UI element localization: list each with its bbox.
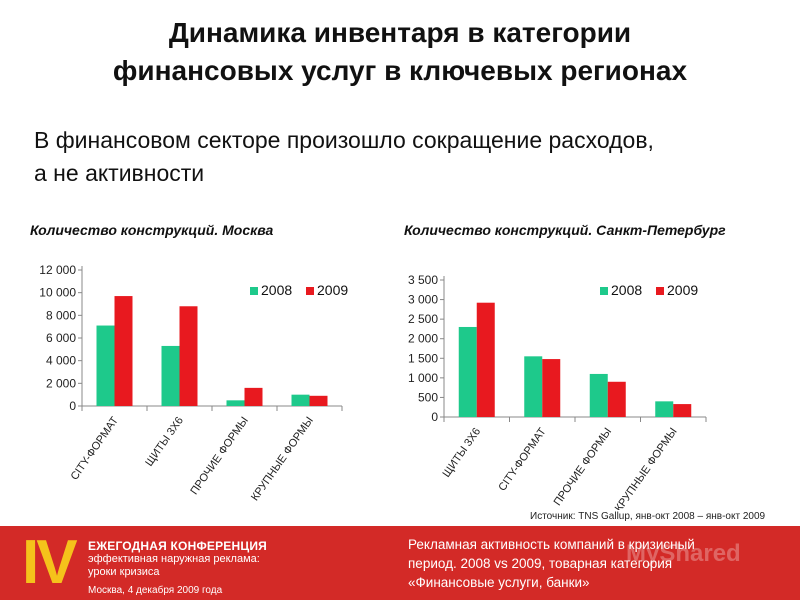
- footer-note-line1: Рекламная активность компаний в кризисны…: [408, 537, 695, 552]
- x-tick-label: ЩИТЫ 3Х6: [143, 415, 186, 469]
- x-tick-label: ПРОЧИЕ ФОРМЫ: [188, 415, 251, 497]
- x-tick-label: CITY-ФОРМАТ: [69, 415, 122, 483]
- y-tick-label: 4 000: [46, 354, 76, 368]
- bar-2008: [589, 373, 608, 417]
- bar-2008: [458, 326, 477, 417]
- conference-date: Москва, 4 декабря 2009 года: [88, 585, 223, 596]
- conference-topic-line2: уроки кризиса: [88, 566, 160, 578]
- slide-subtitle: В финансовом секторе произошло сокращени…: [34, 124, 774, 190]
- x-tick-label: КРУПНЫЕ ФОРМЫ: [613, 426, 680, 510]
- y-tick-label: 0: [69, 399, 76, 413]
- y-tick-label: 1 500: [408, 351, 438, 365]
- footer-note-line3: «Финансовые услуги, банки»: [408, 575, 590, 590]
- conference-number: IV: [22, 528, 78, 597]
- bar-2009: [542, 359, 561, 417]
- y-tick-label: 8 000: [46, 308, 76, 322]
- legend-label-2008: 2008: [611, 282, 642, 298]
- bar-2009: [244, 387, 263, 406]
- x-tick-label: КРУПНЫЕ ФОРМЫ: [249, 415, 316, 503]
- bar-2008: [161, 345, 180, 406]
- source-note: Источник: TNS Gallup, янв-окт 2008 – янв…: [530, 511, 766, 522]
- conference-topic-line1: эффективная наружная реклама:: [88, 553, 260, 565]
- bar-2009: [476, 302, 495, 417]
- y-tick-label: 3 500: [408, 273, 438, 287]
- y-tick-label: 0: [431, 410, 438, 424]
- y-tick-label: 1 000: [408, 371, 438, 385]
- bar-2008: [96, 325, 115, 406]
- slide-title: Динамика инвентаря в категории финансовы…: [40, 14, 760, 90]
- bar-2008: [226, 400, 245, 406]
- bar-2009: [607, 381, 626, 417]
- footer-note-line2: период. 2008 vs 2009, товарная категория: [408, 556, 673, 571]
- legend-swatch-2009: [306, 287, 314, 295]
- y-tick-label: 2 000: [408, 332, 438, 346]
- legend-swatch-2008: [600, 287, 608, 295]
- spb-bar-chart: 0 500 1 000 1 500 2 000 2 500 3 000 3 500 ЩИТЫ 3…: [408, 273, 707, 510]
- bar-2009: [179, 306, 198, 406]
- footer-note: Рекламная активность компаний в кризисны…: [408, 535, 788, 592]
- spb-chart-title: Количество конструкций. Санкт-Петербург: [404, 222, 726, 238]
- y-tick-label: 3 000: [408, 293, 438, 307]
- bar-2008: [291, 394, 310, 406]
- moscow-bar-chart: 0 2 000 4 000 6 000 8 000 10 000 12 000 CITY-ФО…: [39, 263, 348, 503]
- slide-subtitle-line2: а не активности: [34, 160, 205, 186]
- legend-swatch-2008: [250, 287, 258, 295]
- bar-2009: [673, 404, 692, 417]
- conference-info: ЕЖЕГОДНАЯ КОНФЕРЕНЦИЯ эффективная наружн…: [88, 539, 348, 596]
- y-tick-label: 6 000: [46, 331, 76, 345]
- y-tick-label: 10 000: [39, 286, 76, 300]
- conference-footer: IV ЕЖЕГОДНАЯ КОНФЕРЕНЦИЯ эффективная нар…: [0, 526, 800, 600]
- bar-2009: [114, 296, 133, 406]
- moscow-chart-title: Количество конструкций. Москва: [30, 222, 274, 238]
- watermark: MyShared: [626, 540, 741, 567]
- y-tick-label: 2 000: [46, 376, 76, 390]
- bar-2008: [655, 401, 674, 417]
- bar-2008: [524, 356, 543, 417]
- x-tick-label: ЩИТЫ 3Х6: [441, 426, 484, 480]
- slide-title-line1: Динамика инвентаря в категории: [168, 17, 632, 48]
- slide-title-line2: финансовых услуг в ключевых регионах: [112, 55, 688, 86]
- x-tick-label: ПРОЧИЕ ФОРМЫ: [552, 426, 615, 508]
- conference-name: ЕЖЕГОДНАЯ КОНФЕРЕНЦИЯ: [88, 539, 267, 553]
- y-tick-label: 12 000: [39, 263, 76, 277]
- legend-swatch-2009: [656, 287, 664, 295]
- x-tick-label: CITY-ФОРМАТ: [496, 426, 549, 494]
- legend-label-2009: 2009: [667, 282, 698, 298]
- legend-label-2008: 2008: [261, 282, 292, 298]
- y-tick-label: 2 500: [408, 312, 438, 326]
- bar-2009: [309, 395, 328, 406]
- legend-label-2009: 2009: [317, 282, 348, 298]
- slide-subtitle-line1: В финансовом секторе произошло сокращени…: [34, 127, 654, 153]
- y-tick-label: 500: [418, 390, 438, 404]
